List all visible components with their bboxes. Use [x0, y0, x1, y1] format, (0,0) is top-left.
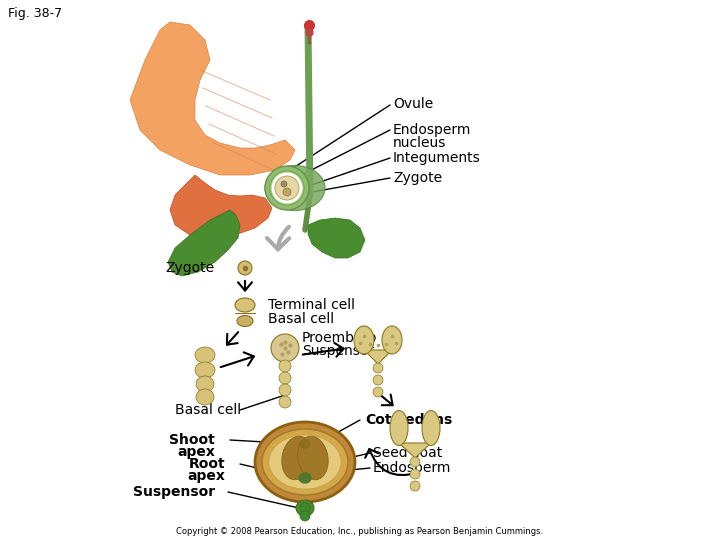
Circle shape [373, 375, 383, 385]
Ellipse shape [265, 165, 325, 211]
Ellipse shape [195, 347, 215, 363]
Ellipse shape [262, 429, 348, 495]
Circle shape [300, 503, 310, 513]
Text: apex: apex [177, 445, 215, 459]
Text: Terminal cell: Terminal cell [268, 298, 355, 312]
Circle shape [410, 481, 420, 491]
Text: Suspensor: Suspensor [302, 344, 374, 358]
Circle shape [275, 176, 299, 200]
Text: Proembryo: Proembryo [302, 331, 377, 345]
Ellipse shape [237, 315, 253, 327]
Text: Ovule: Ovule [393, 97, 433, 111]
Text: Root: Root [189, 457, 225, 471]
Circle shape [283, 188, 291, 196]
Circle shape [279, 384, 291, 396]
Ellipse shape [422, 410, 440, 445]
Text: Zygote: Zygote [166, 261, 215, 275]
Circle shape [373, 387, 383, 397]
Text: Seed coat: Seed coat [373, 446, 442, 460]
Text: Zygote: Zygote [393, 171, 442, 185]
Text: Basal cell: Basal cell [175, 403, 241, 417]
Text: Fig. 38-7: Fig. 38-7 [8, 8, 62, 21]
Circle shape [279, 372, 291, 384]
Text: Shoot: Shoot [169, 433, 215, 447]
Circle shape [279, 360, 291, 372]
Ellipse shape [282, 436, 312, 480]
Circle shape [281, 181, 287, 187]
Text: Endosperm: Endosperm [393, 123, 472, 137]
Ellipse shape [195, 362, 215, 378]
Circle shape [410, 469, 420, 479]
Polygon shape [170, 175, 272, 238]
Ellipse shape [196, 389, 214, 405]
Ellipse shape [269, 435, 341, 489]
Ellipse shape [354, 326, 374, 354]
Ellipse shape [299, 473, 311, 483]
Polygon shape [364, 350, 392, 364]
Circle shape [270, 171, 304, 205]
Polygon shape [168, 210, 240, 276]
Text: Integuments: Integuments [393, 151, 481, 165]
Text: Copyright © 2008 Pearson Education, Inc., publishing as Pearson Benjamin Cumming: Copyright © 2008 Pearson Education, Inc.… [176, 528, 544, 537]
Text: Suspensor: Suspensor [133, 485, 215, 499]
Ellipse shape [196, 376, 214, 392]
Circle shape [279, 396, 291, 408]
Circle shape [265, 166, 309, 210]
Polygon shape [399, 443, 431, 458]
Circle shape [271, 334, 299, 362]
Ellipse shape [255, 422, 355, 502]
Text: apex: apex [187, 469, 225, 483]
Ellipse shape [382, 326, 402, 354]
Circle shape [238, 261, 252, 275]
Text: nucleus: nucleus [393, 136, 446, 150]
Ellipse shape [235, 298, 255, 312]
Text: Cotyledons: Cotyledons [365, 413, 452, 427]
Ellipse shape [296, 500, 314, 516]
Polygon shape [308, 218, 365, 258]
Circle shape [410, 457, 420, 467]
Polygon shape [130, 22, 295, 175]
Text: Basal cell: Basal cell [268, 312, 334, 326]
Ellipse shape [390, 410, 408, 445]
Ellipse shape [300, 440, 310, 448]
Circle shape [300, 511, 310, 521]
Ellipse shape [298, 436, 328, 480]
Circle shape [373, 363, 383, 373]
Text: Endosperm: Endosperm [373, 461, 451, 475]
